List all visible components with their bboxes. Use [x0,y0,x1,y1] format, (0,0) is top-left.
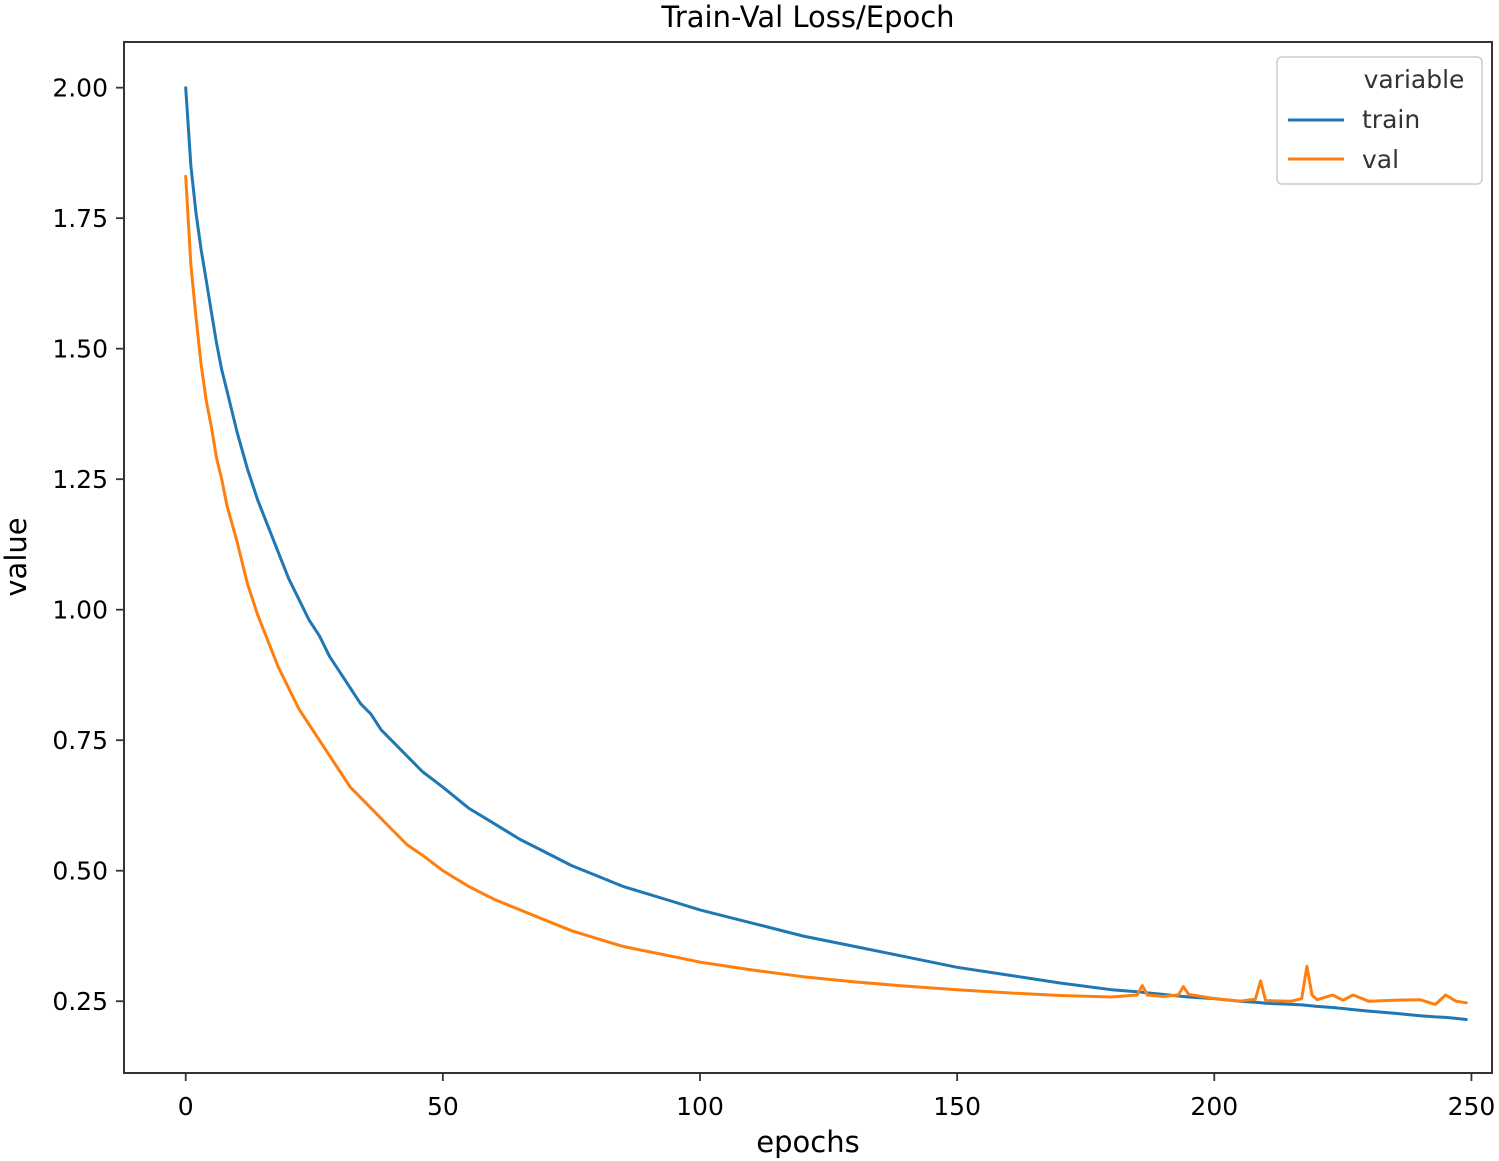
chart-title: Train-Val Loss/Epoch [660,0,954,34]
x-tick-label: 50 [427,1092,459,1121]
plot-frame [123,41,1493,1074]
x-tick-label: 100 [676,1092,724,1121]
y-tick-label: 1.75 [52,204,108,233]
y-tick-label: 2.00 [52,74,108,103]
y-tick-label: 1.25 [52,465,108,494]
y-tick-label: 1.50 [52,335,108,364]
series-layer [184,86,1468,1021]
y-axis-label: value [0,517,33,596]
legend-label-train: train [1362,105,1420,134]
x-tick-label: 150 [933,1092,981,1121]
series-line-train [184,86,1468,1021]
legend-box [1276,56,1483,185]
legend-title: variable [1364,65,1465,94]
x-axis-ticks: 0 50 100 150 200 250 [178,1073,1496,1121]
x-tick-label: 250 [1448,1092,1496,1121]
x-tick-label: 200 [1190,1092,1238,1121]
y-tick-label: 1.00 [52,596,108,625]
series-line-val [184,174,1468,1006]
y-tick-label: 0.75 [52,726,108,755]
legend: variable train val [1276,56,1483,185]
y-tick-label: 0.25 [52,987,108,1016]
x-tick-label: 0 [178,1092,194,1121]
y-tick-label: 0.50 [52,857,108,886]
y-axis-ticks: 0.25 0.50 0.75 1.00 1.25 1.50 1.75 2.00 [52,74,124,1016]
x-axis-label: epochs [756,1125,859,1159]
legend-label-val: val [1362,145,1399,174]
